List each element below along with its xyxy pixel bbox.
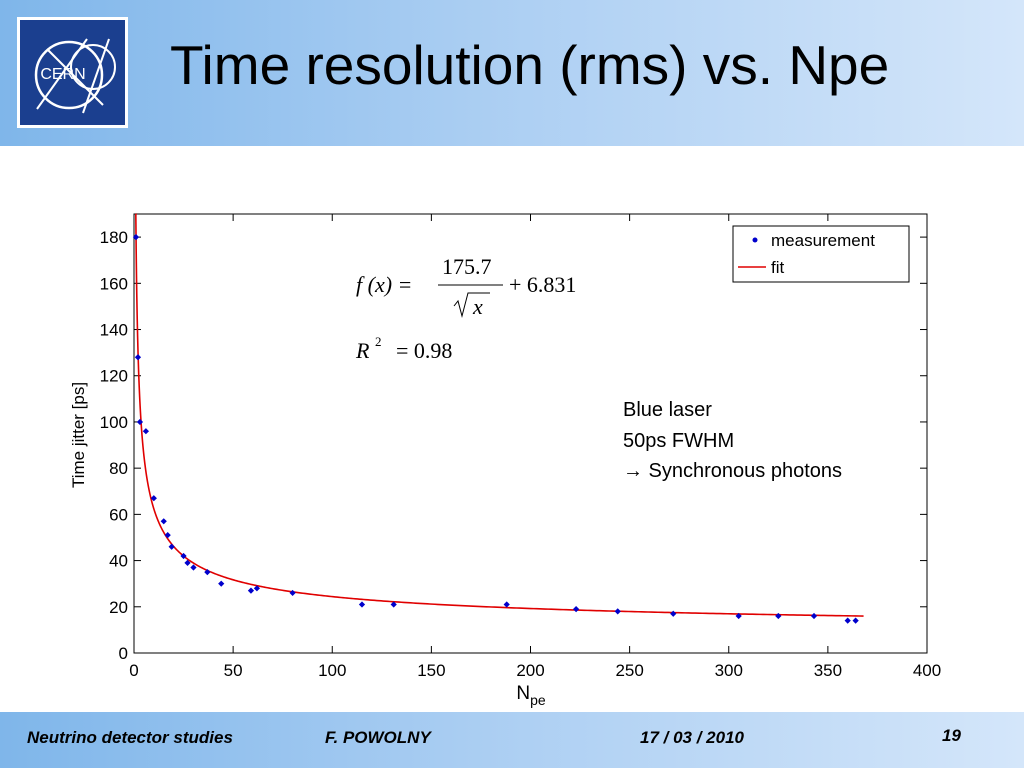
footer-date: 17 / 03 / 2010 [640,728,744,748]
x-axis-label-main: N [516,683,530,704]
cern-logo: CERN [17,17,128,128]
x-tick-label: 200 [516,661,544,680]
x-tick-label: 350 [814,661,842,680]
footer-author: F. POWOLNY [325,728,431,748]
r2-exponent: 2 [375,334,382,349]
y-axis-label: Time jitter [ps] [69,382,88,488]
equation-numerator: 175.7 [442,254,492,279]
chart: 0 50 100 150 200 250 300 350 400 0 20 40 60 80 100 120 1… [0,146,1024,712]
x-tick-label: 100 [318,661,346,680]
equation-constant: + 6.831 [509,272,576,297]
y-tick-label: 100 [100,413,128,432]
y-tick-label: 0 [119,644,128,663]
r2-value: = 0.98 [396,338,452,363]
legend-fit-label: fit [771,258,785,277]
annotation-line-2: 50ps FWHM [623,430,734,452]
y-tick-label: 20 [109,598,128,617]
legend: measurement fit [733,226,909,282]
logo-text: CERN [40,66,85,83]
footer-presentation-title: Neutrino detector studies [27,728,233,748]
y-tick-label: 140 [100,321,128,340]
equation-denominator: x [472,294,483,319]
slide-title: Time resolution (rms) vs. Npe [170,38,889,93]
x-axis-label: Npe [516,683,546,708]
legend-measurement-marker [753,238,758,243]
x-axis-label-sub: pe [530,692,546,708]
y-tick-label: 180 [100,228,128,247]
annotation-line-3: → Synchronous photons [623,460,842,482]
y-tick-label: 120 [100,367,128,386]
r2-label: R [355,338,370,363]
equation-lhs: f (x) = [356,272,412,297]
x-tick-label: 0 [129,661,138,680]
x-tick-label: 250 [615,661,643,680]
x-tick-label: 50 [224,661,243,680]
x-tick-label: 300 [715,661,743,680]
y-tick-label: 80 [109,459,128,478]
x-tick-label: 150 [417,661,445,680]
y-tick-label: 40 [109,552,128,571]
slide-footer: Neutrino detector studies F. POWOLNY 17 … [0,712,1024,768]
footer-page-number: 19 [942,726,961,746]
slide-header: CERN Time resolution (rms) vs. Npe [0,0,1024,146]
x-tick-label: 400 [913,661,941,680]
y-tick-label: 60 [109,505,128,524]
annotation-line-1: Blue laser [623,399,712,421]
y-tick-label: 160 [100,274,128,293]
legend-measurement-label: measurement [771,231,875,250]
